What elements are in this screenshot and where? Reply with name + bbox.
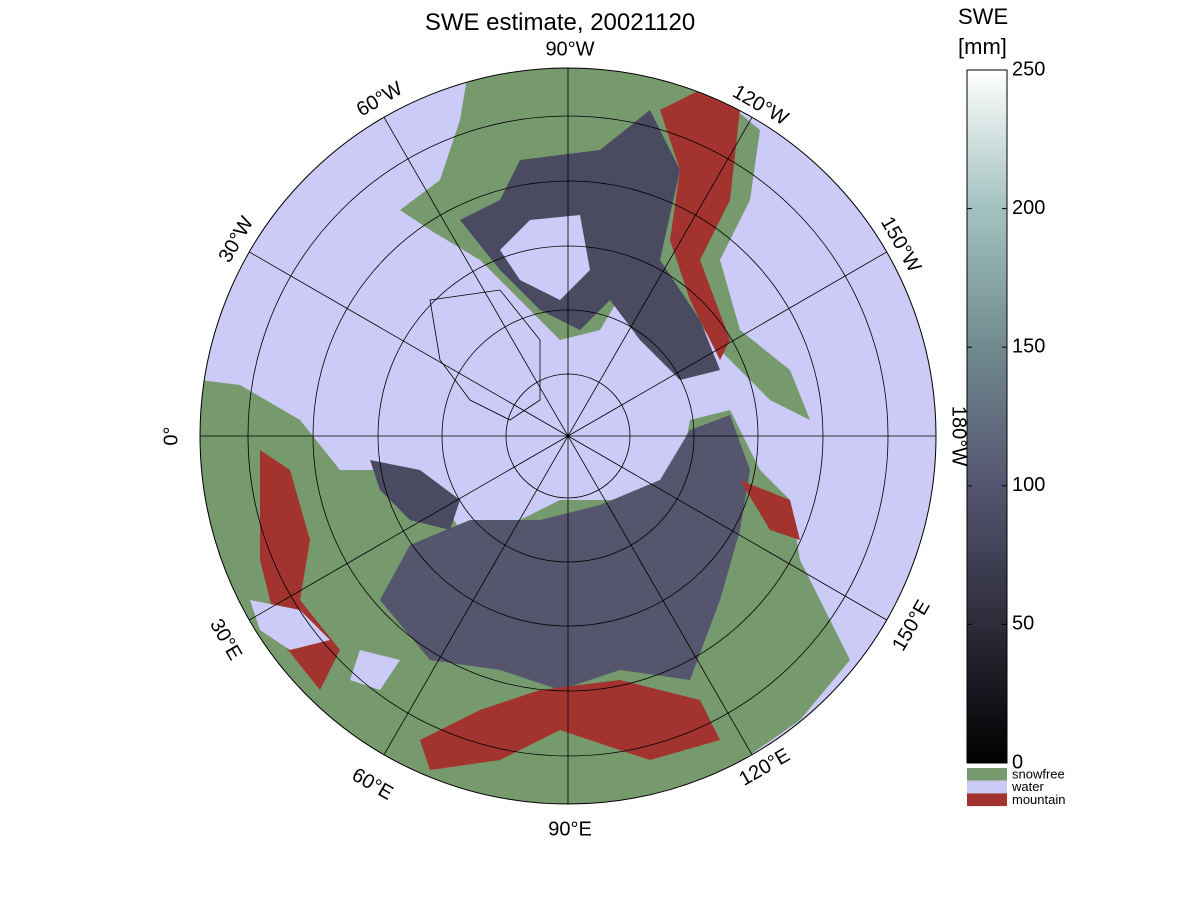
mountain-rockies (660, 90, 740, 360)
colorbar-tick-label: 250 (1012, 58, 1045, 80)
mountain-east (740, 480, 800, 540)
meridian-label: 90°W (545, 38, 594, 60)
map-title: SWE estimate, 20021120 (425, 9, 695, 36)
colorbar-tick-label: 50 (1012, 613, 1034, 635)
colorbar-ticks: 0 50 100 150 200 250 (967, 58, 1045, 773)
colorbar-tick-label: 0 (1012, 751, 1023, 773)
colorbar-label: SWE (958, 4, 1008, 29)
meridian-label: 30°E (205, 615, 246, 664)
meridian-label: 60°E (348, 764, 397, 805)
colorbar-tick-label: 200 (1012, 197, 1045, 219)
colorbar-label: [mm] (958, 34, 1007, 59)
legend-swatch (967, 780, 1007, 794)
map (200, 68, 936, 804)
legend-swatch (967, 768, 1007, 781)
legend-label: mountain (1012, 792, 1065, 807)
america-snow (460, 110, 720, 380)
meridian-label: 180°W (948, 406, 970, 466)
meridian (247, 250, 889, 622)
eurasia-snow (380, 415, 750, 690)
colorbar-tick-label: 100 (1012, 474, 1045, 496)
legend-label: snowfree (1012, 766, 1065, 781)
meridians (200, 68, 936, 804)
colorbar (966, 69, 1008, 764)
meridian-label: 0° (160, 426, 182, 445)
legend-label: water (1011, 779, 1044, 794)
hudson-bay (500, 215, 590, 300)
colorbar-tick-label: 150 (1012, 335, 1045, 357)
scandinavia-snow (370, 460, 460, 530)
map-border (199, 67, 937, 805)
mediterranean (250, 600, 400, 690)
legend-swatch (967, 793, 1007, 807)
meridian-label: 90°E (548, 818, 592, 840)
